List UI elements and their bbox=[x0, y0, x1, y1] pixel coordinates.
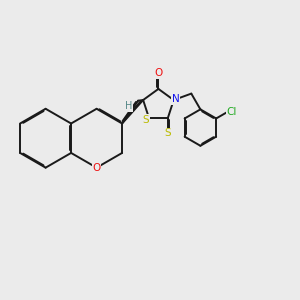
Text: N: N bbox=[172, 94, 180, 104]
Text: O: O bbox=[92, 163, 101, 173]
Text: Cl: Cl bbox=[226, 107, 237, 117]
Text: S: S bbox=[142, 115, 149, 124]
Text: S: S bbox=[164, 128, 171, 139]
Text: H: H bbox=[125, 101, 132, 111]
Text: H: H bbox=[123, 102, 130, 112]
Text: O: O bbox=[154, 68, 163, 78]
